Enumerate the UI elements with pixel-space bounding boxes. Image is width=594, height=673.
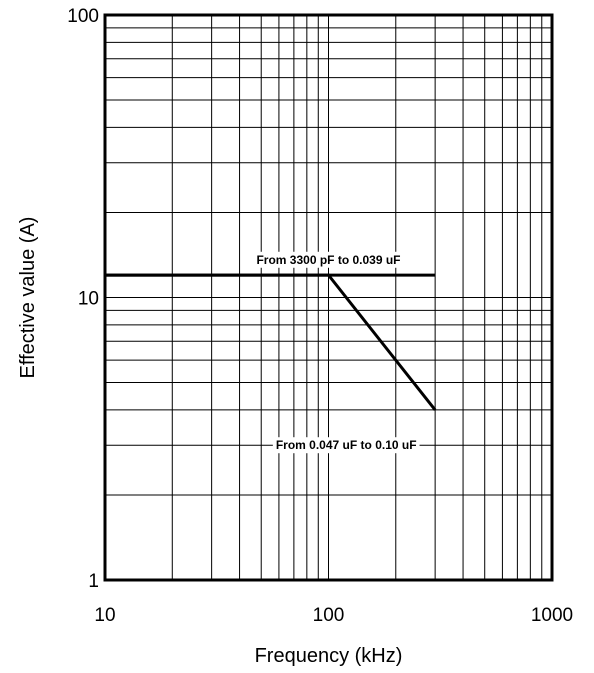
x-axis-label: Frequency (kHz)	[255, 645, 403, 667]
plot-frame	[103, 13, 554, 582]
y-axis-label: Effective value (A)	[17, 217, 39, 379]
x-tick-label: 10	[94, 605, 115, 626]
series-line-2	[105, 273, 437, 411]
x-tick-label: 100	[313, 605, 345, 626]
y-tick-label: 10	[78, 289, 99, 310]
grid	[105, 15, 552, 580]
annotation-background	[253, 251, 404, 268]
tick-labels: 10 100 1000 1 10 100	[67, 6, 573, 626]
y-tick-label: 1	[88, 571, 99, 592]
annotation-text: From 0.047 uF to 0.10 uF	[276, 438, 417, 452]
annotation-2: From 0.047 uF to 0.10 uF	[272, 437, 420, 454]
y-tick-label: 100	[67, 6, 99, 27]
series-group	[105, 273, 437, 411]
annotation-1: From 3300 pF to 0.039 uF	[253, 251, 404, 268]
annotations: From 3300 pF to 0.039 uF From 0.047 uF to…	[253, 251, 420, 454]
annotation-text: From 3300 pF to 0.039 uF	[256, 253, 400, 267]
annotation-background	[272, 437, 420, 454]
x-tick-label: 1000	[531, 605, 573, 626]
